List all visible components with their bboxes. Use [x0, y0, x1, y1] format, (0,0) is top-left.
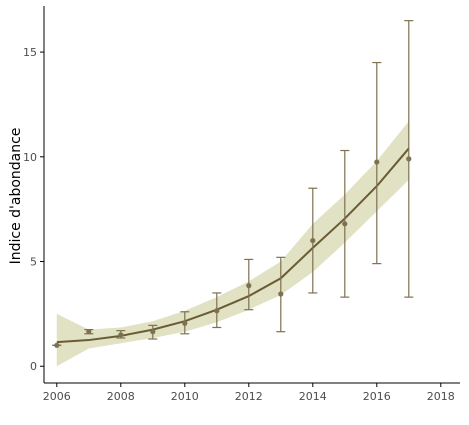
x-tick-label: 2006	[43, 390, 71, 403]
x-tick-label: 2018	[427, 390, 455, 403]
y-tick-label: 10	[23, 151, 37, 164]
data-point	[86, 329, 92, 335]
data-point	[374, 159, 380, 165]
smooth-fit-line	[56, 147, 410, 344]
data-point	[150, 329, 156, 335]
axes-layer	[40, 6, 460, 387]
y-tick-label: 15	[23, 46, 37, 59]
confidence-band-layer	[56, 121, 409, 367]
data-point	[310, 237, 316, 244]
y-axis-title: Indice d'abondance	[8, 128, 24, 265]
data-point	[214, 308, 220, 314]
data-point	[342, 221, 348, 227]
x-tick-label: 2010	[171, 390, 199, 403]
data-point	[246, 283, 252, 289]
fit-line-layer	[56, 147, 410, 344]
data-point	[118, 332, 124, 338]
data-point	[54, 342, 60, 348]
data-point	[278, 291, 284, 297]
x-tick-label: 2008	[107, 390, 135, 403]
data-point	[406, 156, 412, 162]
confidence-band	[56, 121, 409, 367]
y-tick-label: 5	[30, 256, 37, 269]
tick-labels-layer: 2006 2008 2010 2012 2014 2016 2018 0 5 10 15	[23, 46, 455, 403]
y-tick-label: 0	[30, 360, 37, 373]
data-point	[182, 320, 188, 326]
x-tick-label: 2016	[363, 390, 391, 403]
points-layer	[54, 156, 412, 348]
x-tick-label: 2012	[235, 390, 263, 403]
x-tick-label: 2014	[299, 390, 327, 403]
